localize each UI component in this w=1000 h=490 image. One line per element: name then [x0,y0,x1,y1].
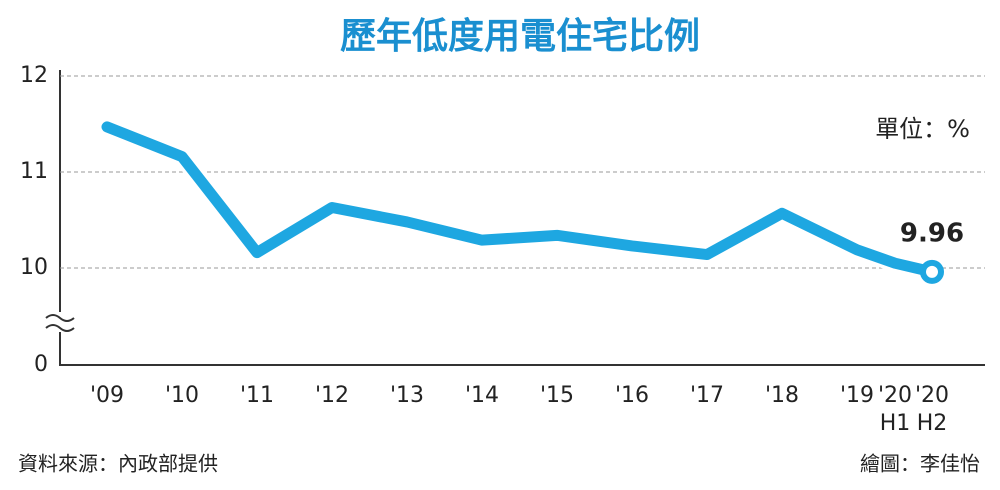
x-tick-label: '17 [690,383,724,408]
credit: 繪圖：李佳怡 [860,452,980,476]
x-tick-label: '12 [315,383,349,408]
x-tick-label: '11 [240,383,274,408]
x-tick-label: '20 H1 [878,383,912,436]
x-tick-label: '10 [165,383,199,408]
y-tick-label: 11 [20,159,48,184]
y-tick-label: 0 [34,352,48,377]
x-tick-label: '13 [390,383,424,408]
x-tick-label: '16 [615,383,649,408]
y-tick-label: 12 [20,63,48,88]
chart-title: 歷年低度用電住宅比例 [340,15,700,57]
x-tick-label: '18 [765,383,799,408]
line [101,121,938,278]
y-tick-label: 10 [20,255,48,280]
axis-break [45,314,75,332]
x-tick-label: '20 H2 [915,383,949,436]
x-tick-label: '14 [465,383,499,408]
source: 資料來源：內政部提供 [18,452,218,476]
x-tick-label: '09 [90,383,124,408]
x-tick-label: '19 [840,383,874,408]
value-label: 9.96 [900,218,964,248]
unit-label: 單位：% [875,115,970,143]
point [920,259,944,284]
x-tick-label: '15 [540,383,574,408]
